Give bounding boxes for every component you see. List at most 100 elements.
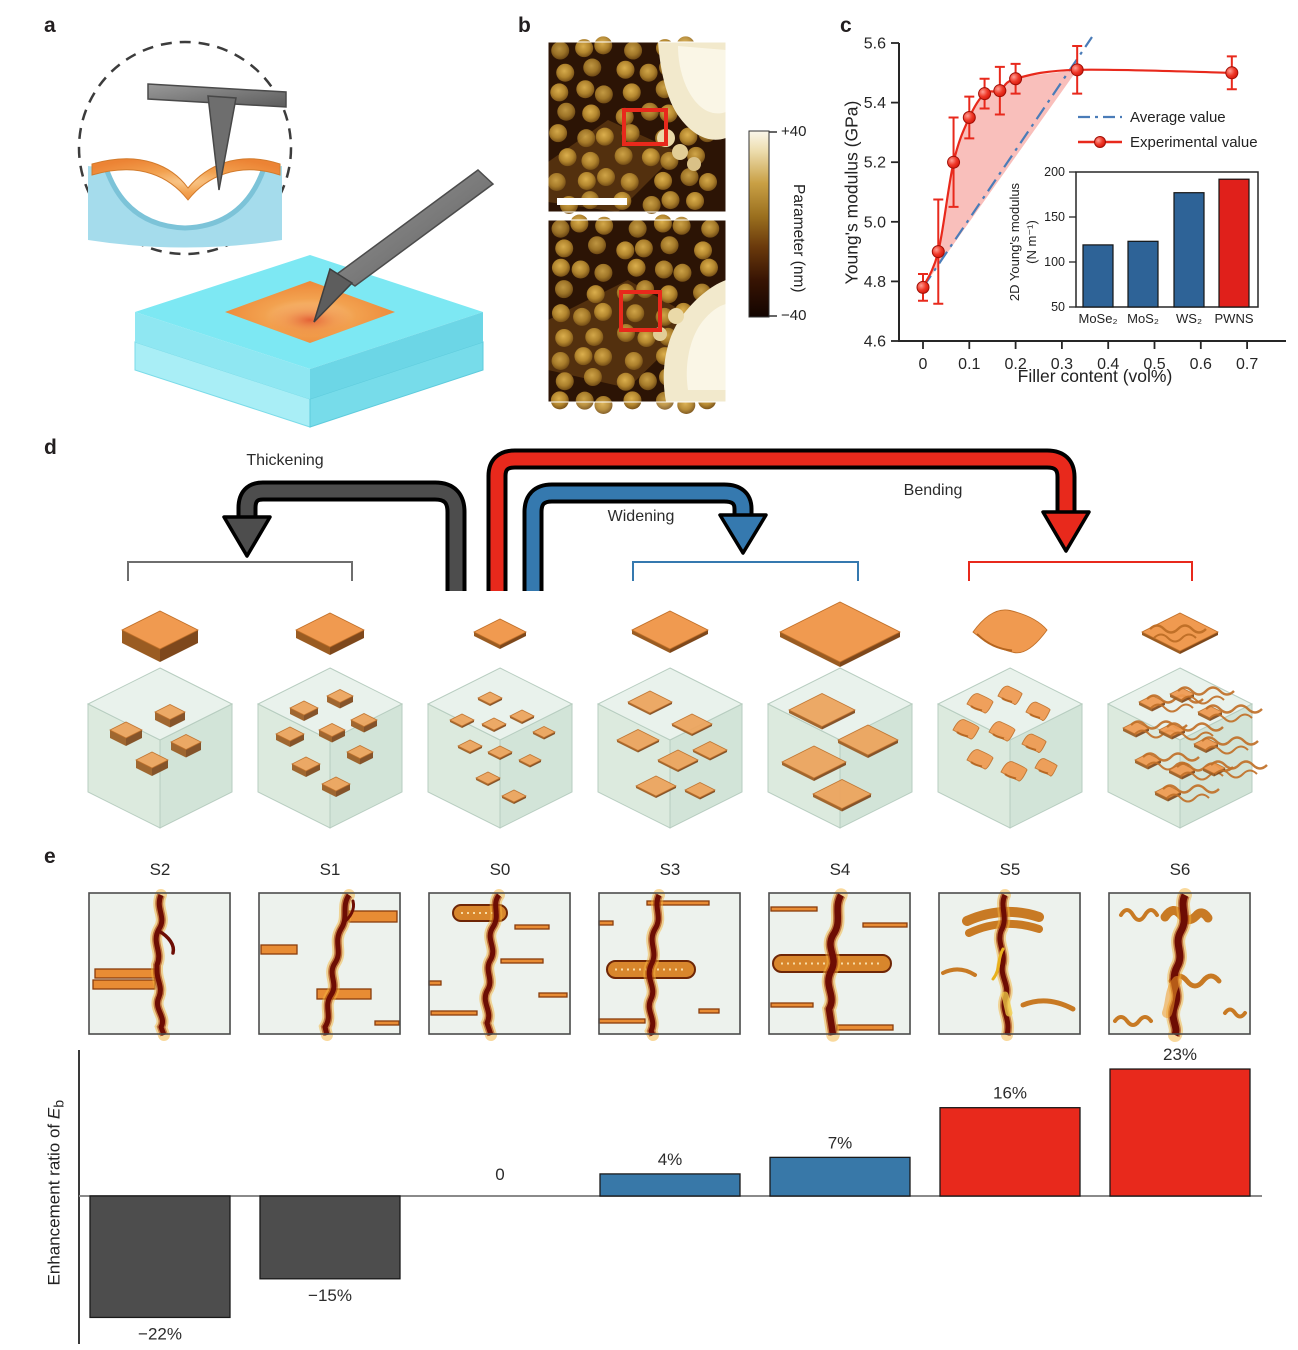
decor-shape bbox=[240, 484, 463, 591]
wave-line bbox=[1166, 793, 1210, 803]
grain-dot bbox=[582, 104, 601, 123]
nanosheet bbox=[692, 741, 728, 759]
sheet-side bbox=[171, 742, 186, 758]
sheet-side bbox=[160, 630, 198, 662]
inset-category-label: PWNS bbox=[1215, 311, 1254, 326]
substrate-3d bbox=[134, 255, 484, 428]
panel-label-e: e bbox=[44, 845, 56, 868]
nanosheet bbox=[121, 610, 199, 650]
nanosheet-item bbox=[121, 610, 199, 662]
crack bbox=[646, 893, 662, 1037]
grain-dot bbox=[628, 219, 647, 238]
grain-dot bbox=[550, 391, 569, 410]
grain-dot bbox=[549, 124, 568, 143]
inset-category-label: MoSe₂ bbox=[1078, 311, 1117, 326]
data-point-marker bbox=[962, 111, 976, 124]
sheet-side bbox=[1203, 768, 1214, 777]
grain-dot bbox=[654, 260, 673, 279]
substrate-front-right bbox=[310, 312, 483, 399]
sheet-side bbox=[482, 724, 494, 732]
grain-dot bbox=[636, 280, 655, 299]
decor-shape bbox=[490, 452, 1073, 591]
bright-core bbox=[678, 46, 726, 114]
sheet-side bbox=[500, 752, 512, 760]
wave-line bbox=[1181, 695, 1225, 705]
sheet-side bbox=[306, 764, 320, 777]
composite-cube bbox=[426, 667, 574, 829]
sheet-side bbox=[789, 710, 822, 730]
grain-dot bbox=[550, 83, 569, 102]
bent-nanosheet bbox=[1119, 908, 1159, 922]
crack bbox=[1169, 893, 1189, 1037]
sheet-side bbox=[292, 764, 306, 777]
wave-line bbox=[1205, 745, 1249, 755]
crack bbox=[482, 893, 502, 1036]
wave-line bbox=[1142, 752, 1200, 762]
inset-bar-chart: 50 100 150 200 MoSe₂ MoS₂ WS₂ PWNS 2D Young's mo… bbox=[1007, 165, 1259, 326]
inset-bar-3 bbox=[1218, 178, 1250, 308]
sheet-side bbox=[126, 730, 142, 746]
sheet-side bbox=[296, 630, 330, 655]
sheet-side bbox=[474, 632, 500, 649]
sheet-side bbox=[636, 786, 656, 798]
sheet-side bbox=[1155, 792, 1168, 802]
nanosheet bbox=[326, 689, 354, 703]
crack-branch bbox=[991, 947, 1005, 981]
grain-dot bbox=[634, 239, 653, 258]
colorbar-min-label: −40 bbox=[781, 307, 807, 324]
wave-line bbox=[1162, 784, 1220, 794]
sheet-side bbox=[347, 752, 360, 765]
curl-shadow bbox=[1029, 713, 1041, 719]
nanosheet bbox=[321, 776, 351, 792]
enhancement-bar-S3 bbox=[599, 1173, 741, 1197]
curved-nanosheet bbox=[972, 609, 1048, 654]
nanosheet bbox=[475, 771, 501, 785]
enhancement-bar-S4 bbox=[769, 1156, 911, 1197]
nanosheet bbox=[289, 700, 319, 716]
sim-border bbox=[598, 892, 741, 1035]
grain-dot bbox=[679, 127, 698, 146]
nanosheet-bar bbox=[598, 1018, 646, 1024]
nanosheet-item bbox=[473, 618, 527, 649]
sheet-side bbox=[110, 730, 126, 746]
nanosheet bbox=[170, 734, 202, 750]
nanosheet bbox=[631, 610, 709, 650]
sheet-side bbox=[122, 630, 160, 662]
nanosheet-bar bbox=[514, 924, 550, 930]
grain-dot bbox=[586, 285, 605, 304]
sheet-side bbox=[700, 790, 715, 800]
data-point-marker bbox=[947, 155, 961, 169]
nanosheet-bar bbox=[374, 1020, 400, 1026]
sample-label-s1: S1 bbox=[319, 860, 341, 879]
data-point-marker bbox=[931, 245, 945, 259]
bending-arrowhead bbox=[1041, 510, 1091, 553]
panel-label-d: d bbox=[44, 436, 57, 459]
x-tick-label: 0 bbox=[919, 356, 928, 373]
sheet-side bbox=[638, 740, 659, 753]
grain-dot bbox=[638, 372, 657, 391]
substrate-front-left bbox=[135, 312, 310, 399]
composite-cube bbox=[256, 667, 404, 829]
bar-value-label: −15% bbox=[308, 1286, 352, 1305]
grain-dot bbox=[585, 327, 604, 346]
sheet-side bbox=[500, 632, 526, 649]
sheet-side bbox=[632, 630, 670, 653]
nanosheet-bar bbox=[538, 992, 568, 998]
grain-dot bbox=[701, 219, 720, 238]
sheet-side bbox=[530, 760, 541, 768]
sheet-side bbox=[1135, 760, 1148, 770]
grain-dot bbox=[594, 347, 613, 366]
sample-label-s5: S5 bbox=[999, 860, 1021, 879]
roi-box bbox=[622, 108, 668, 146]
grain-dot bbox=[577, 129, 596, 148]
nanosheet bbox=[109, 721, 143, 739]
afm-image-1 bbox=[547, 36, 727, 214]
sim-border bbox=[1108, 892, 1251, 1035]
sheet-side bbox=[1198, 712, 1210, 721]
crack bbox=[153, 894, 167, 1036]
nanosheet-bar bbox=[770, 1002, 814, 1008]
grain-dot bbox=[576, 80, 595, 99]
grain-dot bbox=[551, 351, 570, 370]
crack bbox=[322, 893, 352, 1036]
sheet-side bbox=[672, 724, 692, 736]
